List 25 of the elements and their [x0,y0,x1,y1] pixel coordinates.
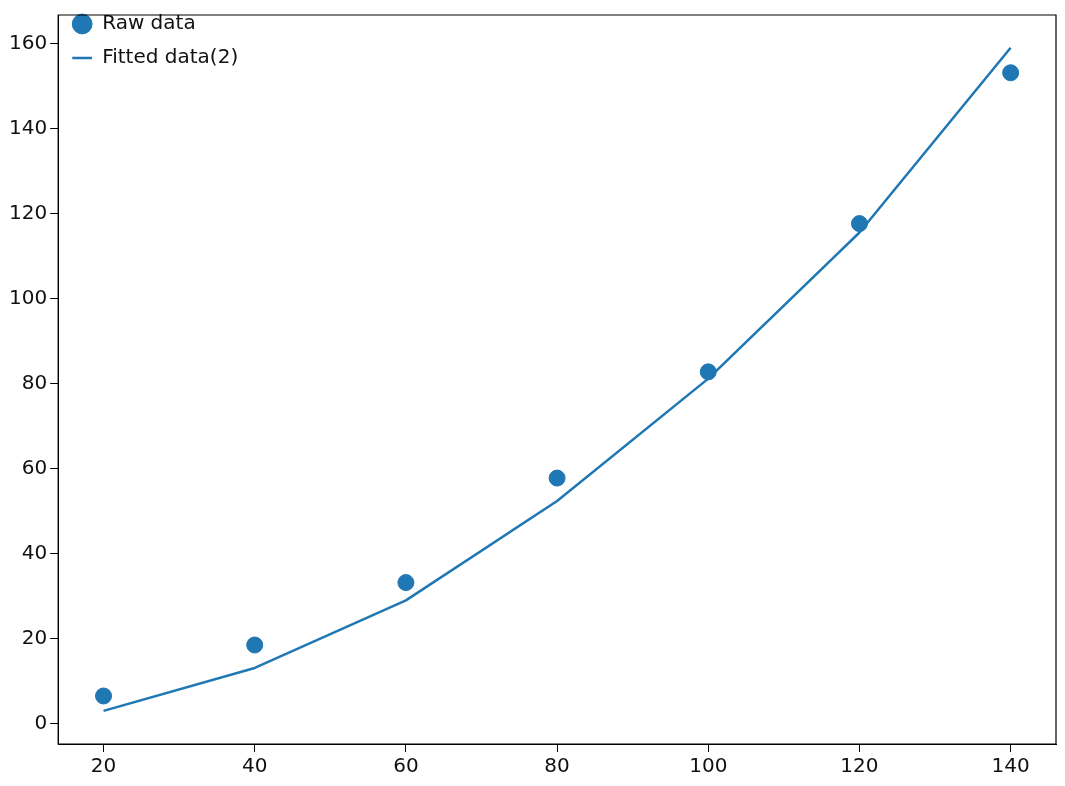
y-tick-label: 120 [8,200,48,225]
y-tick-label: 40 [21,539,48,564]
y-tick-label: 80 [21,369,48,394]
point [246,636,264,654]
y-tick-label: 100 [8,284,48,309]
x-tick-label: 120 [840,753,879,778]
y-tick-label: 140 [8,115,48,140]
legend-label: Fitted data(2) [102,44,239,69]
x-tick-label: 20 [90,753,117,778]
point [699,363,717,381]
point [548,469,566,487]
y-tick-label: 60 [21,454,48,479]
x-tick-label: 80 [544,753,570,778]
x-tick-label: 100 [689,753,728,778]
point [1002,64,1020,82]
y-tick-label: 160 [8,30,48,55]
x-tick-label: 140 [991,753,1030,778]
point [397,574,415,592]
legend-label: Raw data [102,10,196,35]
y-tick-label: 20 [21,624,48,649]
point [850,215,868,233]
point [95,687,113,705]
x-tick-label: 40 [241,753,268,778]
x-tick-label: 60 [393,753,419,778]
y-tick-label: 0 [34,709,48,734]
